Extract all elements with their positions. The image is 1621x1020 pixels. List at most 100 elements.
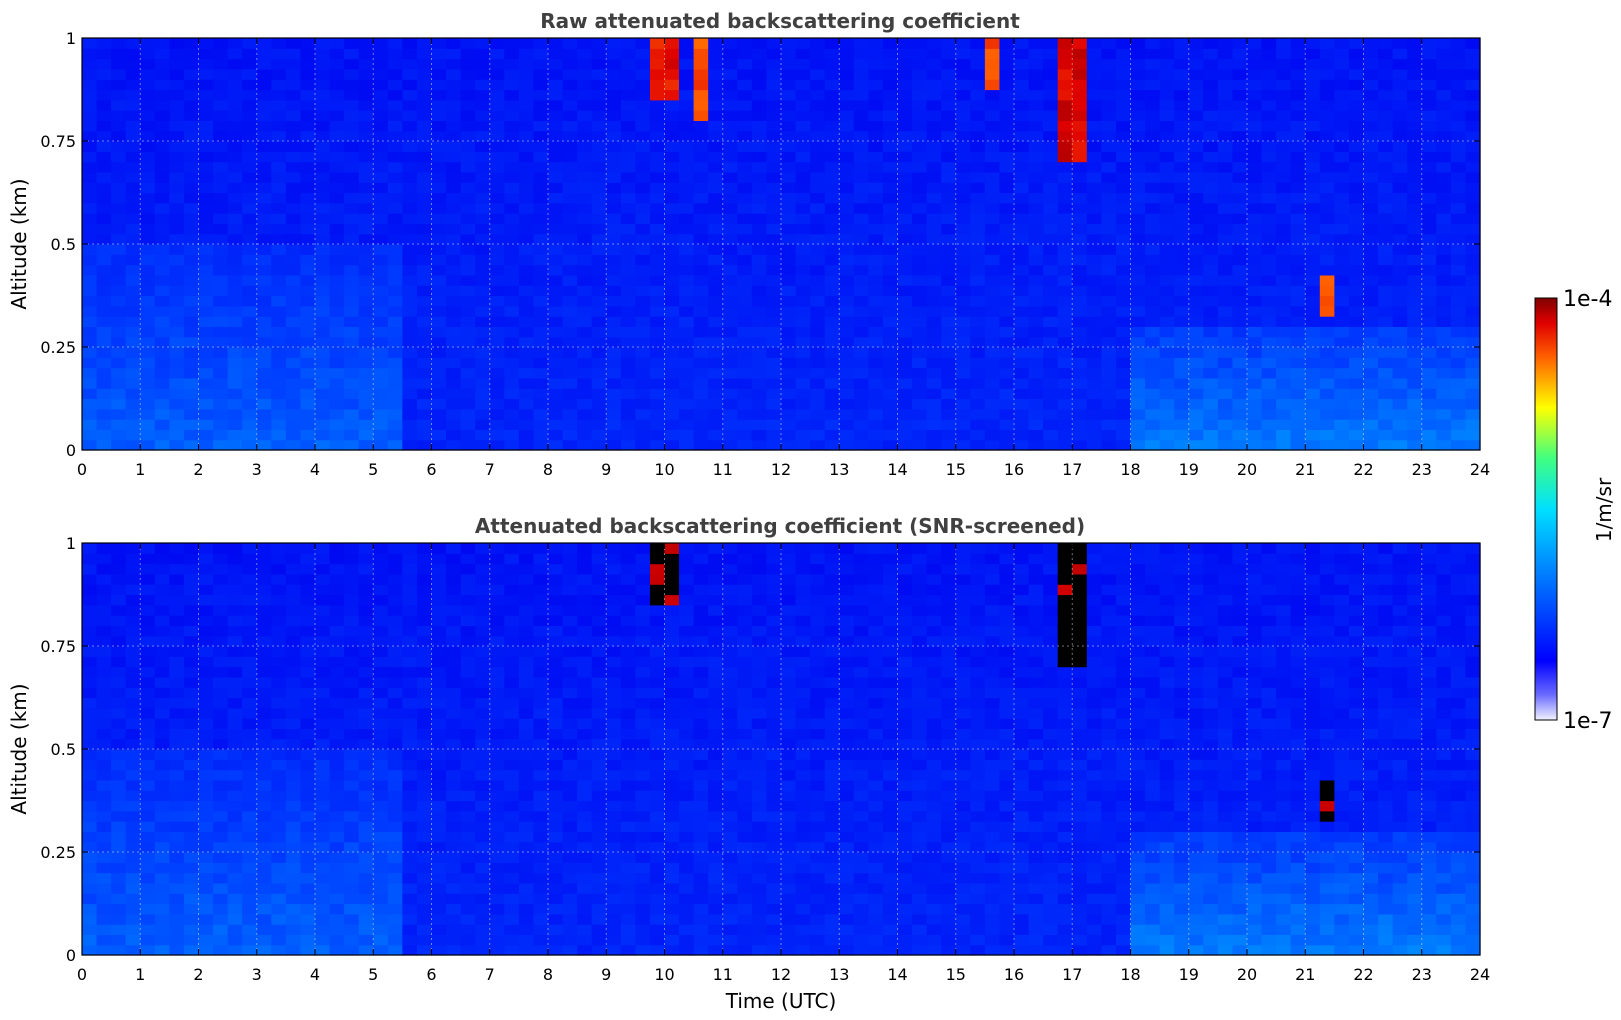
heatmap-cell: [810, 171, 826, 183]
heatmap-cell: [227, 377, 243, 389]
heatmap-cell: [635, 377, 651, 389]
heatmap-cell: [140, 388, 156, 400]
heatmap-cell: [897, 141, 913, 152]
heatmap-cell: [941, 367, 957, 379]
heatmap-cell: [271, 357, 287, 369]
heatmap-cell: [169, 749, 185, 760]
heatmap-cell: [533, 130, 549, 142]
heatmap-cell: [504, 244, 520, 255]
heatmap-cell: [1101, 326, 1117, 338]
heatmap-cell: [518, 161, 535, 173]
heatmap-cell: [795, 254, 811, 266]
heatmap-cell: [562, 79, 578, 91]
heatmap-cell: [402, 893, 418, 905]
heatmap-cell: [387, 666, 403, 678]
heatmap-cell: [96, 893, 112, 905]
heatmap-cell: [1261, 367, 1277, 379]
heatmap-cell: [256, 862, 272, 874]
heatmap-cell: [722, 419, 738, 430]
heatmap-cell: [1407, 285, 1423, 297]
heatmap-cell: [1086, 367, 1102, 379]
heatmap-cell: [198, 161, 214, 173]
heatmap-cell: [358, 316, 374, 327]
heatmap-cell: [431, 821, 447, 832]
heatmap-cell: [1276, 316, 1292, 327]
heatmap-cell: [489, 326, 505, 338]
heatmap-cell: [1217, 68, 1234, 80]
heatmap-cell: [329, 305, 345, 317]
heatmap-cell: [533, 68, 549, 80]
heatmap-cell: [1174, 398, 1190, 410]
heatmap-cell: [227, 274, 243, 286]
heatmap-cell: [169, 254, 185, 266]
heatmap-cell: [358, 738, 374, 750]
heatmap-cell: [489, 223, 505, 235]
heatmap-cell: [781, 326, 797, 338]
heatmap-cell: [1305, 192, 1321, 204]
heatmap-cell: [649, 58, 666, 70]
heatmap-cell: [227, 635, 243, 647]
heatmap-cell: [1014, 161, 1030, 173]
heatmap-cell: [329, 573, 345, 585]
heatmap-cell: [402, 408, 418, 420]
heatmap-cell: [839, 347, 855, 358]
heatmap-cell: [1334, 213, 1350, 224]
heatmap-cell: [1130, 223, 1146, 235]
heatmap-cell: [387, 707, 403, 719]
heatmap-cell: [839, 130, 855, 142]
heatmap-cell: [140, 759, 156, 771]
heatmap-cell: [256, 697, 272, 709]
heatmap-cell: [111, 223, 127, 235]
heatmap-cell: [1115, 295, 1132, 307]
heatmap-cell: [271, 254, 287, 266]
heatmap-cell: [912, 171, 928, 183]
heatmap-cell: [970, 68, 986, 80]
heatmap-cell: [183, 790, 200, 802]
heatmap-cell: [111, 388, 127, 400]
heatmap-cell: [416, 213, 433, 224]
heatmap-cell: [1014, 79, 1030, 91]
heatmap-cell: [387, 202, 403, 214]
heatmap-cell: [649, 48, 666, 60]
heatmap-cell: [1188, 233, 1204, 245]
heatmap-cell: [795, 141, 811, 152]
heatmap-cell: [315, 213, 331, 224]
heatmap-cell: [358, 79, 374, 91]
heatmap-cell: [344, 223, 360, 235]
heatmap-cell: [460, 326, 476, 338]
heatmap-cell: [242, 697, 258, 709]
heatmap-cell: [213, 110, 229, 121]
heatmap-cell: [183, 99, 200, 111]
heatmap-cell: [1363, 151, 1379, 163]
heatmap-cell: [373, 141, 389, 152]
heatmap-cell: [591, 377, 607, 389]
heatmap-cell: [1188, 408, 1204, 420]
heatmap-cell: [169, 779, 185, 791]
heatmap-cell: [82, 625, 98, 637]
heatmap-cell: [1378, 213, 1394, 224]
heatmap-cell: [387, 893, 403, 905]
heatmap-cell: [897, 48, 913, 60]
heatmap-cell: [125, 852, 141, 863]
heatmap-cell: [140, 924, 156, 935]
heatmap-cell: [1115, 79, 1132, 91]
heatmap-cell: [999, 295, 1015, 307]
heatmap-cell: [1174, 305, 1190, 317]
heatmap-cell: [227, 171, 243, 183]
heatmap-cell: [679, 439, 695, 451]
heatmap-cell: [533, 347, 549, 358]
heatmap-cell: [1305, 202, 1321, 214]
heatmap-cell: [140, 553, 156, 565]
heatmap-cell: [489, 264, 505, 276]
heatmap-cell: [1145, 79, 1161, 91]
heatmap-cell: [198, 728, 214, 740]
heatmap-cell: [329, 852, 345, 863]
heatmap-cell: [679, 274, 695, 286]
heatmap-cell: [1014, 233, 1030, 245]
heatmap-cell: [912, 419, 928, 430]
heatmap-cell: [154, 377, 170, 389]
heatmap-cell: [1392, 161, 1408, 173]
heatmap-cell: [96, 615, 112, 626]
heatmap-cell: [125, 79, 141, 91]
heatmap-cell: [882, 233, 899, 245]
